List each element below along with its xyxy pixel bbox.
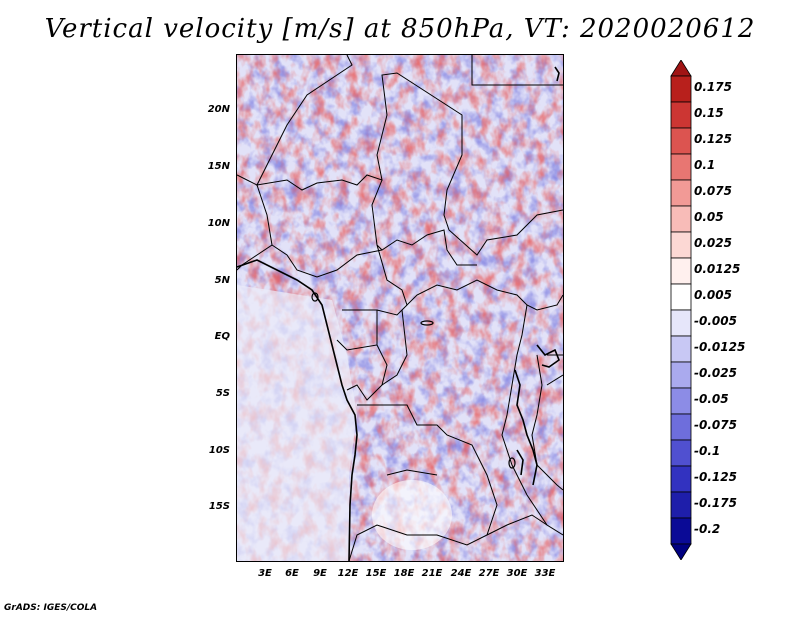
colorbar-label: 0.075 (694, 184, 732, 198)
grads-credit: GrADS: IGES/COLA (4, 603, 98, 613)
colorbar-label: -0.125 (694, 470, 737, 484)
lat-label-10s: 10S (208, 445, 230, 456)
lat-label-15s: 15S (208, 501, 230, 512)
coastline (237, 66, 560, 561)
colorbar-swatch (670, 75, 692, 103)
colorbar-swatch (670, 543, 692, 560)
lon-label-21e: 21E (421, 568, 443, 579)
lon-label-6e: 6E (285, 568, 299, 579)
colorbar (670, 60, 692, 560)
lon-label-3e: 3E (258, 568, 272, 579)
colorbar-swatch (670, 361, 692, 389)
colorbar-label: -0.2 (694, 522, 721, 536)
lon-label-18e: 18E (393, 568, 415, 579)
lon-label-33e: 33E (534, 568, 556, 579)
colorbar-swatch (670, 413, 692, 441)
colorbar-label: 0.1 (694, 158, 716, 172)
lat-label-20n: 20N (207, 104, 230, 115)
lon-label-27e: 27E (478, 568, 500, 579)
lon-label-24e: 24E (450, 568, 472, 579)
colorbar-label: 0.025 (694, 236, 732, 250)
colorbar-label: -0.025 (694, 366, 737, 380)
country-borders (237, 55, 563, 561)
colorbar-label: -0.1 (694, 444, 721, 458)
colorbar-swatch (670, 101, 692, 129)
colorbar-swatch (670, 283, 692, 311)
colorbar-swatch (670, 257, 692, 285)
colorbar-swatch (670, 465, 692, 493)
colorbar-label: -0.175 (694, 496, 737, 510)
colorbar-swatch (670, 231, 692, 259)
colorbar-label: -0.0125 (694, 340, 746, 354)
lon-label-9e: 9E (313, 568, 327, 579)
lon-label-30e: 30E (506, 568, 528, 579)
lon-label-12e: 12E (337, 568, 359, 579)
colorbar-label: 0.175 (694, 80, 732, 94)
colorbar-swatch (670, 179, 692, 207)
colorbar-label: 0.005 (694, 288, 732, 302)
colorbar-swatch (670, 517, 692, 545)
lat-label-5s: 5S (215, 388, 230, 399)
colorbar-label: 0.125 (694, 132, 732, 146)
colorbar-swatch (670, 439, 692, 467)
colorbar-swatch (670, 387, 692, 415)
colorbar-label: -0.05 (694, 392, 729, 406)
colorbar-swatch (670, 309, 692, 337)
map-title: Vertical velocity [m/s] at 850hPa, VT: 2… (44, 14, 756, 44)
colorbar-swatch (670, 127, 692, 155)
colorbar-label: -0.005 (694, 314, 737, 328)
lat-label-eq: EQ (214, 331, 230, 342)
colorbar-swatch (670, 491, 692, 519)
lon-label-15e: 15E (365, 568, 387, 579)
colorbar-swatch (670, 153, 692, 181)
lat-label-15n: 15N (207, 161, 230, 172)
vertical-velocity-field (237, 55, 563, 561)
colorbar-swatch (670, 335, 692, 363)
colorbar-label: -0.075 (694, 418, 737, 432)
colorbar-label: 0.15 (694, 106, 724, 120)
lat-label-5n: 5N (214, 275, 230, 286)
colorbar-swatch (670, 205, 692, 233)
map-panel (236, 54, 564, 562)
colorbar-swatch (670, 60, 692, 77)
colorbar-label: 0.05 (694, 210, 724, 224)
lat-label-10n: 10N (207, 218, 230, 229)
colorbar-label: 0.0125 (694, 262, 741, 276)
